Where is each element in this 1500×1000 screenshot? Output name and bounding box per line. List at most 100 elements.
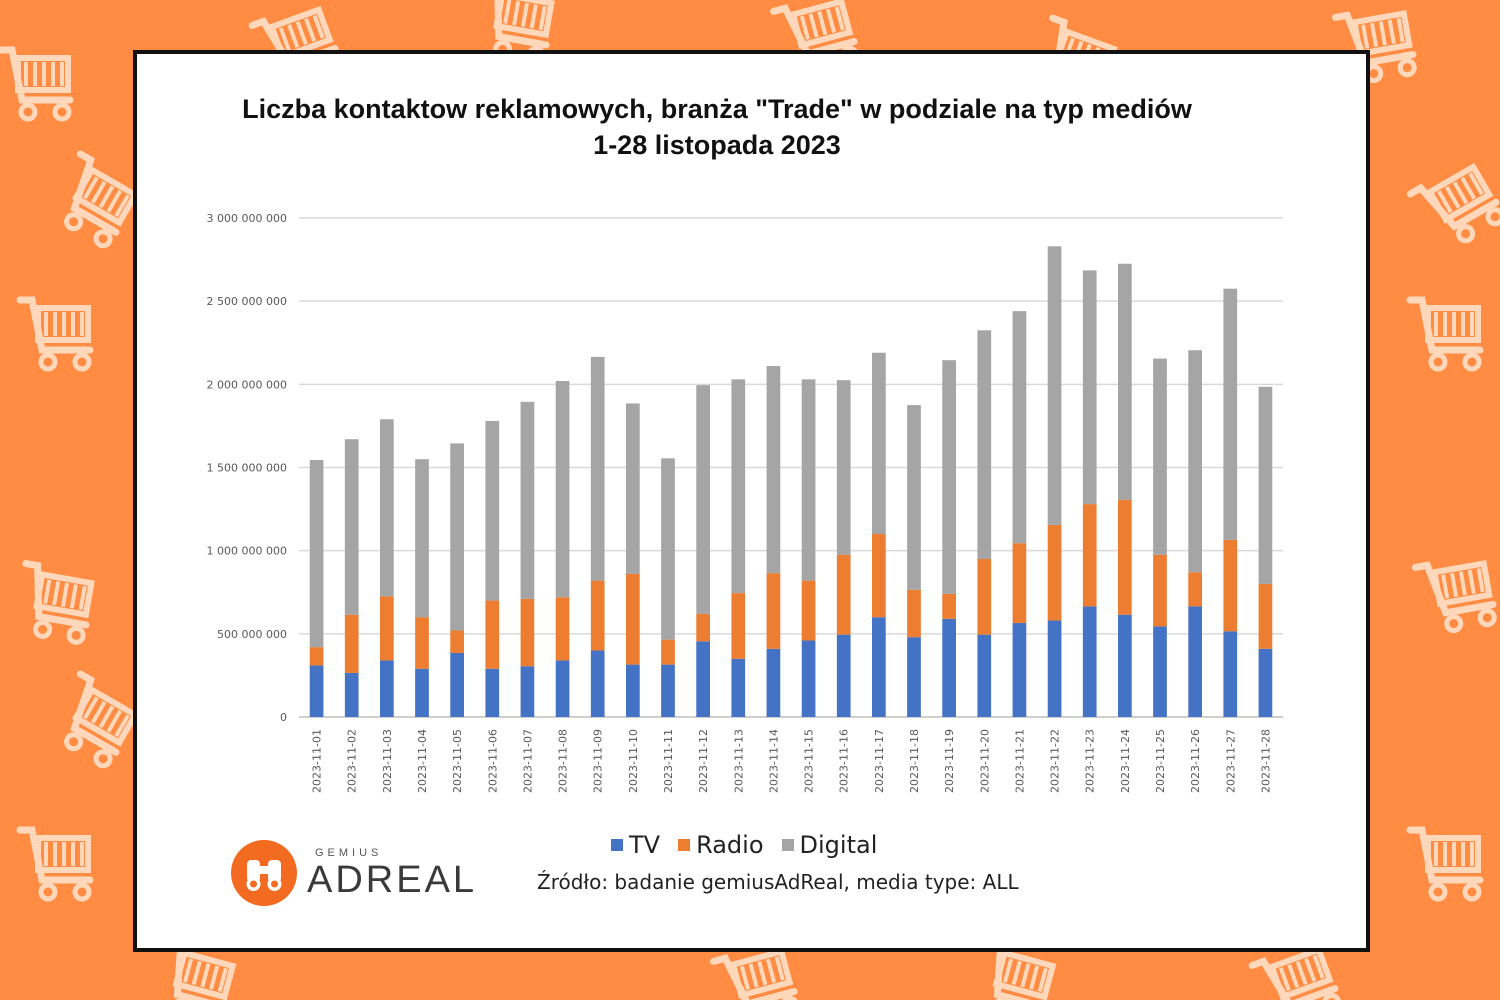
bar-tv (520, 666, 535, 717)
chart-subtitle: 1-28 listopada 2023 (593, 130, 841, 160)
bar-digital (1188, 350, 1202, 573)
x-tick-label: 2023-11-08 (557, 729, 570, 793)
legend-item-radio: Radio (678, 831, 764, 859)
bar-tv (415, 668, 429, 717)
bar-tv (309, 665, 324, 717)
legend-swatch-radio (678, 839, 691, 851)
bar-digital (1223, 288, 1238, 540)
shopping-cart-icon (1406, 826, 1484, 902)
bar-tv (380, 660, 394, 717)
bar-tv (1223, 631, 1238, 717)
bar-radio (555, 597, 570, 661)
x-tick-label: 2023-11-28 (1259, 729, 1272, 793)
x-tick-label: 2023-11-20 (978, 729, 991, 793)
x-tick-label: 2023-11-23 (1084, 729, 1097, 793)
bar-tv (555, 660, 570, 717)
x-tick-label: 2023-11-24 (1119, 729, 1132, 793)
x-tick-label: 2023-11-07 (521, 729, 534, 793)
y-tick-label: 500 000 000 (217, 628, 287, 641)
x-tick-label: 2023-11-18 (908, 729, 921, 793)
bar-tv (907, 637, 921, 717)
bar-digital (766, 366, 781, 574)
bar-radio (907, 589, 921, 638)
x-tick-label: 2023-11-25 (1154, 729, 1167, 793)
y-tick-label: 2 500 000 000 (207, 295, 287, 308)
bar-tv (1153, 626, 1167, 717)
bar-radio (344, 614, 359, 673)
bar-digital (1082, 270, 1097, 505)
x-tick-label: 2023-11-11 (662, 729, 675, 793)
bar-tv (801, 640, 816, 717)
bar-radio (801, 580, 816, 641)
bar-digital (1153, 358, 1167, 555)
legend-item-tv: TV (611, 831, 660, 859)
bar-radio (1082, 504, 1097, 607)
x-tick-label: 2023-11-09 (592, 729, 605, 793)
shopping-cart-icon (64, 670, 140, 769)
x-tick-label: 2023-11-04 (416, 729, 429, 793)
bar-tv (696, 641, 710, 717)
legend-swatch-digital (781, 839, 794, 851)
bar-radio (696, 613, 710, 642)
bar-tv (1188, 606, 1202, 717)
bar-tv (1118, 614, 1132, 717)
gemius-adreal-logo: GEMIUS ADREAL (231, 840, 477, 906)
bar-radio (520, 598, 535, 667)
logo-adreal-text: ADREAL (307, 859, 477, 901)
shopping-cart-icon (1411, 559, 1497, 634)
bar-digital (977, 330, 992, 559)
shopping-cart-icon (710, 947, 800, 1000)
bar-radio (626, 573, 640, 665)
bar-digital (696, 385, 710, 614)
bar-radio (977, 558, 992, 635)
bar-radio (1012, 543, 1027, 624)
bar-digital (731, 379, 746, 594)
bar-radio (1188, 572, 1202, 607)
shopping-cart-icon (22, 560, 95, 645)
shopping-cart-icon (0, 46, 74, 122)
shopping-cart-icon (16, 826, 94, 902)
bar-digital (380, 419, 394, 597)
bar-radio (1153, 554, 1167, 627)
shopping-cart-icon (1406, 296, 1484, 372)
shopping-cart-icon (482, 0, 555, 65)
bar-radio (1258, 583, 1273, 649)
shopping-cart-icon (1248, 945, 1342, 1000)
shopping-cart-icon (64, 150, 140, 249)
x-tick-label: 2023-11-12 (697, 729, 710, 793)
x-tick-label: 2023-11-26 (1189, 729, 1202, 793)
x-tick-label: 2023-11-03 (381, 729, 394, 793)
bar-digital (1258, 386, 1273, 584)
bar-tv (766, 648, 781, 717)
bar-digital (942, 360, 956, 594)
bar-digital (415, 459, 429, 618)
x-tick-label: 2023-11-14 (767, 729, 780, 793)
legend-label-radio: Radio (696, 831, 764, 859)
bar-digital (590, 356, 605, 581)
bar-radio (661, 639, 675, 665)
bar-tv (661, 664, 675, 717)
x-tick-label: 2023-11-17 (873, 729, 886, 793)
bar-digital (344, 439, 359, 615)
shopping-cart-icon (16, 296, 94, 372)
bar-radio (485, 600, 500, 669)
legend-swatch-tv (611, 839, 623, 851)
bar-tv (1047, 620, 1062, 717)
bar-radio (380, 596, 394, 661)
x-tick-label: 2023-11-02 (346, 729, 359, 793)
x-tick-label: 2023-11-19 (943, 729, 956, 793)
y-tick-label: 3 000 000 000 (207, 212, 287, 225)
bar-digital (1047, 246, 1062, 525)
bar-digital (801, 379, 816, 581)
bar-digital (450, 443, 464, 631)
logo-gemius-text: GEMIUS (315, 847, 382, 859)
bar-radio (836, 554, 851, 635)
x-tick-label: 2023-11-06 (486, 729, 499, 793)
x-tick-label: 2023-11-21 (1013, 729, 1026, 793)
bar-radio (872, 534, 886, 618)
shopping-cart-icon (1406, 162, 1500, 244)
y-tick-label: 0 (280, 711, 287, 724)
bar-radio (731, 593, 746, 659)
bar-digital (309, 460, 324, 648)
